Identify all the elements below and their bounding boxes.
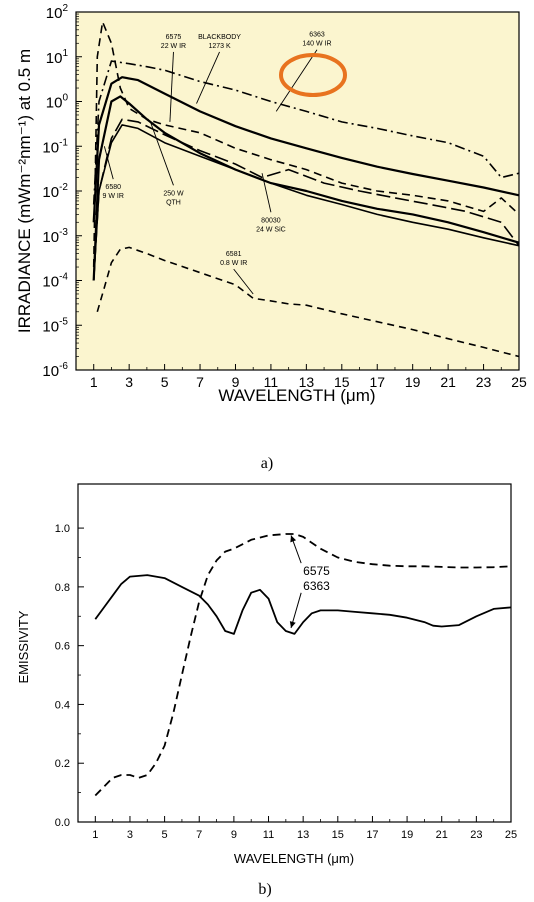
x-tick-label: 21	[436, 829, 448, 841]
annotation-ann6581: 6581 0.8 W IR	[220, 251, 247, 267]
x-tick-label: 5	[161, 374, 169, 390]
y-tick-label: 0.4	[55, 699, 70, 711]
annotation-annsic: 80030 24 W SiC	[256, 217, 286, 233]
y-tick-label: 0.2	[55, 758, 70, 770]
annotation-annbb: BLACKBODY 1273 K	[198, 34, 241, 50]
highlight-circle	[279, 53, 347, 97]
panel-b-caption: b)	[258, 881, 271, 898]
x-tick-label: 1	[90, 374, 98, 390]
x-tick-label: 15	[334, 374, 350, 390]
series-line-s6363	[92, 21, 520, 268]
emissivity-plot-background	[77, 483, 512, 823]
x-tick-label: 25	[505, 829, 517, 841]
annotation-leader	[196, 51, 220, 104]
y-tick-label: 1.0	[55, 523, 70, 535]
x-tick-label: 9	[232, 374, 240, 390]
y-tick-label: 100	[46, 93, 69, 112]
series-line-e6575	[94, 533, 512, 797]
y-tick-label: 102	[46, 3, 69, 22]
x-tick-label: 17	[369, 374, 385, 390]
arrowhead	[290, 535, 297, 543]
series-line-s6581	[96, 246, 520, 358]
y-tick-label: 10-4	[42, 272, 68, 291]
x-tick-label: 23	[476, 374, 492, 390]
annotation-eann6363: 6363	[303, 579, 330, 593]
annotation-leader	[233, 268, 254, 295]
emissivity-x-axis-label: WAVELENGTH (μm)	[234, 851, 354, 866]
y-tick-label: 10-6	[42, 361, 68, 380]
x-tick-label: 13	[297, 829, 309, 841]
irradiance-plot-background	[75, 11, 520, 371]
annotation-leader	[275, 49, 318, 112]
arrowhead	[289, 621, 296, 629]
annotation-leader	[261, 173, 272, 213]
y-tick-label: 0.6	[55, 641, 70, 653]
x-tick-label: 21	[440, 374, 456, 390]
irradiance-y-axis-label: IRRADIANCE (mWm⁻²nm⁻¹) at 0.5 m	[15, 49, 34, 333]
y-tick-label: 10-2	[42, 182, 68, 201]
x-tick-label: 19	[401, 829, 413, 841]
series-line-s6580	[92, 124, 520, 281]
x-tick-label: 9	[231, 829, 237, 841]
annotation-leader	[169, 51, 174, 122]
series-line-s6575	[92, 60, 520, 205]
emissivity-chart: 1 3 5 7 9 11 13 15 17 19 21 23 250.00.20.40.60.81.0 …	[16, 483, 517, 898]
x-tick-label: 1	[92, 829, 98, 841]
irradiance-chart: 1 3 5 7 9 11 13 15 17 19 21 23 2510-610-510-410-310-…	[15, 3, 527, 472]
y-tick-label: 10-1	[42, 137, 68, 156]
x-tick-label: 23	[470, 829, 482, 841]
x-tick-label: 25	[511, 374, 527, 390]
series-line-e6363	[94, 574, 512, 635]
series-line-sSiC	[92, 118, 520, 281]
x-tick-label: 13	[299, 374, 315, 390]
x-tick-label: 3	[125, 374, 133, 390]
y-tick-label: 0.8	[55, 582, 70, 594]
y-tick-label: 10-5	[42, 316, 68, 335]
annotation-leader	[103, 146, 114, 180]
annotation-leader	[150, 121, 174, 186]
x-tick-label: 15	[332, 829, 344, 841]
irradiance-x-axis-label: WAVELENGTH (μm)	[218, 386, 375, 405]
annotation-ann6363: 6363 140 W IR	[302, 32, 331, 48]
x-tick-label: 11	[264, 374, 279, 390]
annotation-ann6580: 6580 9 W IR	[103, 184, 124, 200]
x-tick-label: 7	[196, 374, 204, 390]
annotation-eann6575: 6575	[303, 564, 330, 578]
y-tick-label: 10-3	[42, 227, 68, 246]
series-line-sblackbody	[92, 76, 520, 223]
annotation-annqth: 250 W QTH	[163, 190, 184, 206]
y-tick-label: 0.0	[55, 817, 70, 829]
x-tick-label: 19	[405, 374, 421, 390]
x-tick-label: 5	[162, 829, 168, 841]
panel-a-caption: a)	[261, 455, 273, 472]
x-tick-label: 7	[196, 829, 202, 841]
x-tick-label: 17	[366, 829, 378, 841]
y-tick-label: 101	[46, 48, 69, 67]
emissivity-y-axis-label: EMISSIVITY	[16, 610, 31, 683]
annotation-ann6575: 6575 22 W IR	[161, 34, 186, 50]
x-tick-label: 11	[263, 829, 274, 841]
x-tick-label: 3	[127, 829, 133, 841]
